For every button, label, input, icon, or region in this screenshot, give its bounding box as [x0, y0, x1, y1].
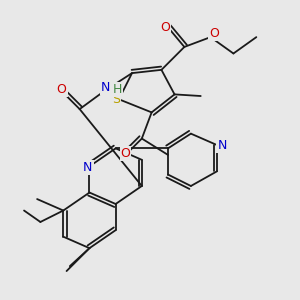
Text: N: N: [217, 139, 227, 152]
Text: H: H: [112, 83, 122, 96]
Text: O: O: [57, 83, 67, 96]
Text: O: O: [209, 27, 219, 40]
Text: N: N: [101, 81, 110, 94]
Text: O: O: [121, 147, 130, 160]
Text: N: N: [83, 161, 92, 175]
Text: O: O: [160, 21, 170, 34]
Text: S: S: [112, 93, 120, 106]
